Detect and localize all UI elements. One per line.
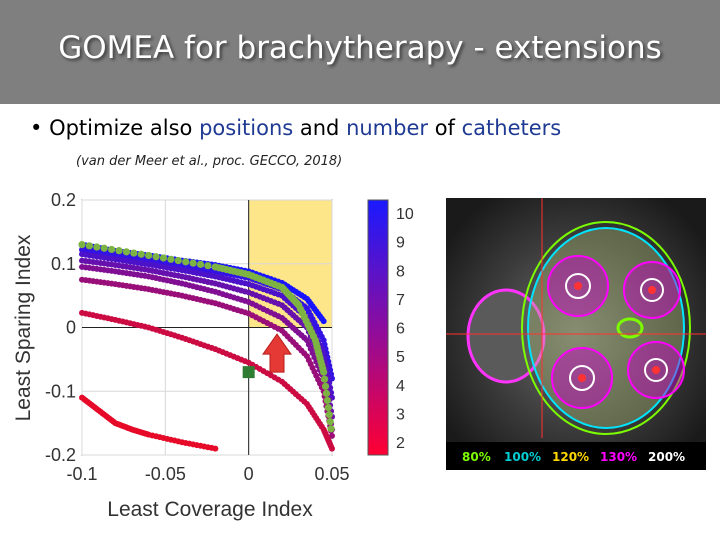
- colorbar-tick-label: 6: [396, 321, 405, 338]
- catheter-dot-1: [574, 282, 582, 290]
- bullet-highlight-positions: positions: [199, 116, 294, 140]
- x-tick-label: -0.05: [145, 464, 186, 484]
- front-point: [145, 251, 153, 260]
- front-point: [323, 396, 331, 405]
- colorbar: 10 9 8 7 6 5 4 3 2: [367, 199, 414, 456]
- front-point: [100, 244, 108, 252]
- catheter-dot-4: [652, 366, 660, 374]
- front-point: [322, 389, 331, 397]
- colorbar-tick-label: 3: [396, 406, 405, 423]
- colorbar-tick-label: 5: [396, 349, 405, 366]
- colorbar-tick-label: 2: [396, 435, 405, 452]
- improvement-arrow: [262, 333, 292, 373]
- y-tick-label: 0.2: [51, 190, 76, 210]
- colorbar-tick-label: 9: [396, 235, 405, 252]
- bullet-text-of: of: [428, 116, 462, 140]
- data-point: [320, 318, 327, 325]
- legend-80: 80%: [462, 450, 491, 464]
- data-point: [329, 445, 335, 452]
- front-point: [326, 418, 334, 426]
- front-point: [130, 249, 138, 257]
- series-3-catheters: [79, 309, 335, 452]
- front-point: [115, 247, 123, 255]
- data-point: [329, 432, 335, 439]
- catheter-dot-3: [578, 374, 586, 382]
- title-bar: [0, 0, 720, 104]
- x-tick-label: 0: [244, 464, 254, 484]
- central-contour: [616, 317, 644, 339]
- front-point: [85, 242, 94, 250]
- y-tick-label: 0: [66, 318, 76, 338]
- front-point: [320, 375, 329, 383]
- bullet-highlight-number: number: [346, 116, 429, 140]
- front-point: [182, 258, 190, 266]
- x-tick-label: 0.05: [314, 464, 349, 484]
- front-point: [93, 243, 101, 251]
- legend-100: 100%: [504, 450, 541, 464]
- front-point: [108, 245, 116, 254]
- y-tick-label: 0.1: [51, 254, 76, 274]
- colorbar-tick-label: 7: [396, 292, 405, 309]
- legend-bar: [446, 442, 706, 470]
- bullet-point: • Optimize also positions and number of …: [30, 116, 562, 140]
- front-point: [159, 254, 168, 262]
- front-point: [78, 241, 86, 249]
- x-tick-label: -0.1: [66, 464, 97, 484]
- high-dose-ring-4: [644, 358, 668, 382]
- catheter-dot-2: [648, 286, 656, 294]
- front-point: [324, 403, 332, 412]
- high-dose-ring-3: [569, 365, 595, 391]
- front-point: [204, 262, 212, 270]
- legend-120: 120%: [552, 450, 589, 464]
- high-dose-ring-1: [565, 273, 591, 299]
- colorbar-tick-label: 10: [396, 206, 414, 223]
- x-axis-label: Least Coverage Index: [107, 498, 313, 521]
- slide-title: GOMEA for brachytherapy - extensions: [58, 30, 662, 66]
- selected-solution-marker: [242, 366, 255, 379]
- colorbar-tick-label: 8: [396, 263, 405, 280]
- front-point: [189, 259, 197, 267]
- colorbar-tick-label: 4: [396, 378, 405, 395]
- legend-200: 200%: [648, 450, 685, 464]
- y-tick-label: -0.2: [45, 445, 76, 465]
- series-7-catheters: [79, 257, 335, 420]
- front-point: [152, 253, 160, 261]
- y-axis-label: Least Sparing Index: [12, 234, 35, 421]
- y-tick-label: -0.1: [45, 381, 76, 401]
- bullet-text-prefix: Optimize also: [49, 116, 200, 140]
- bullet-text-and: and: [293, 116, 347, 140]
- coverage-100-contour: [527, 227, 685, 429]
- front-point: [167, 255, 175, 263]
- highlighted-front: [78, 241, 335, 433]
- front-point: [122, 248, 131, 256]
- front-point: [196, 260, 205, 268]
- front-point: [327, 425, 335, 433]
- legend-130: 130%: [600, 450, 637, 464]
- series-5-catheters: [79, 276, 335, 439]
- front-point: [137, 250, 145, 258]
- front-point: [321, 382, 330, 390]
- data-point: [212, 445, 219, 452]
- front-point: [325, 411, 333, 419]
- high-dose-ring-2: [640, 278, 664, 302]
- plot-area: -0.1 -0.05 0 0.050.20.10-0.1-0.2: [45, 190, 350, 484]
- bullet-highlight-catheters: catheters: [461, 116, 562, 140]
- front-point: [174, 256, 182, 265]
- front-point: [320, 368, 328, 376]
- colorbar-gradient: [367, 199, 389, 456]
- pareto-chart: -0.1 -0.05 0 0.050.20.10-0.1-0.2 1098765432…: [12, 190, 414, 521]
- coverage-80-contour: [521, 221, 691, 435]
- mri-image: 80% 100% 120% 130% 200%: [446, 198, 706, 470]
- citation: (van der Meer et al., proc. GECCO, 2018): [76, 154, 343, 169]
- series-2-catheters: [79, 394, 219, 452]
